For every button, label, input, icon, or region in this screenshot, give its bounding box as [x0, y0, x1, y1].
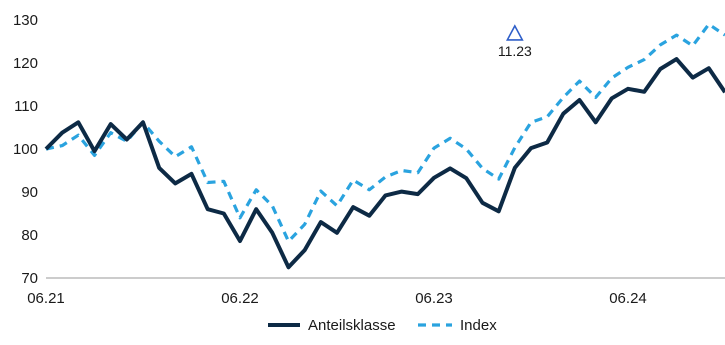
x-tick-label-06.22: 06.22 — [221, 290, 259, 307]
annotation-layer: 11.23 — [498, 24, 532, 59]
y-tick-label-90: 90 — [21, 184, 38, 201]
series-line-index — [45, 22, 725, 243]
x-axis: 06.21 06.22 06.23 06.24 — [27, 277, 725, 307]
y-tick-label-70: 70 — [21, 270, 38, 287]
y-tick-label-100: 100 — [13, 141, 38, 158]
y-tick-label-120: 120 — [13, 55, 38, 72]
x-tick-label-06.23: 06.23 — [415, 290, 453, 307]
x-tick-label-06.24: 06.24 — [609, 290, 647, 307]
y-axis: 70 80 90 100 110 120 130 — [13, 12, 38, 287]
legend: Anteilsklasse Index — [268, 317, 497, 334]
x-tick-label-06.21: 06.21 — [27, 290, 65, 307]
y-tick-label-80: 80 — [21, 227, 38, 244]
series-layer — [44, 22, 725, 270]
annotation-label: 11.23 — [498, 43, 532, 59]
annotation-triangle-marker — [505, 24, 524, 41]
legend-label-index: Index — [460, 317, 497, 334]
y-tick-label-110: 110 — [14, 98, 38, 115]
series-line-anteilsklasse — [44, 57, 725, 270]
legend-label-anteilsklasse: Anteilsklasse — [308, 317, 396, 334]
y-tick-label-130: 130 — [13, 12, 38, 29]
